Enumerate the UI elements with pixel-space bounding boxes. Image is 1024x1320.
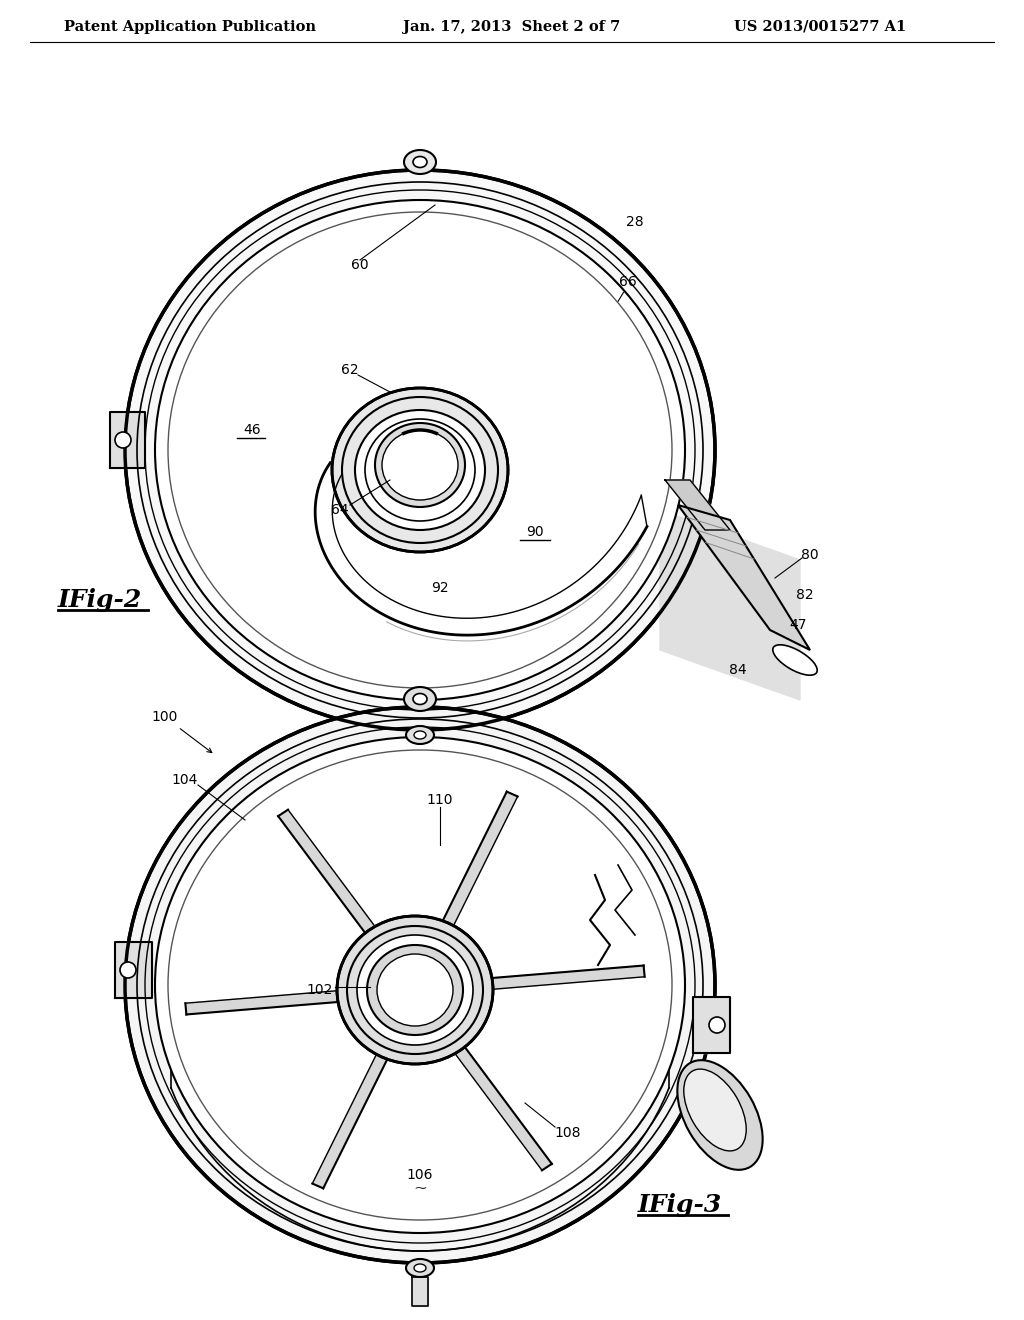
Text: 84: 84 (729, 663, 746, 677)
Polygon shape (439, 792, 518, 933)
Ellipse shape (125, 708, 715, 1263)
Text: 92: 92 (431, 581, 449, 595)
Polygon shape (412, 1276, 428, 1305)
Ellipse shape (355, 411, 485, 531)
Text: 90: 90 (526, 525, 544, 539)
Ellipse shape (709, 1016, 725, 1034)
Ellipse shape (375, 422, 465, 507)
Ellipse shape (684, 1069, 746, 1151)
Ellipse shape (413, 693, 427, 705)
Ellipse shape (125, 170, 715, 730)
Polygon shape (312, 1047, 391, 1188)
Ellipse shape (406, 726, 434, 744)
Ellipse shape (414, 1265, 426, 1272)
Ellipse shape (382, 430, 458, 500)
Ellipse shape (120, 962, 136, 978)
Ellipse shape (414, 731, 426, 739)
Ellipse shape (404, 150, 436, 174)
Text: 62: 62 (341, 363, 358, 378)
Polygon shape (185, 990, 346, 1015)
Ellipse shape (115, 432, 131, 447)
Ellipse shape (367, 945, 463, 1035)
Ellipse shape (337, 916, 493, 1064)
Polygon shape (665, 480, 730, 531)
Text: 80: 80 (801, 548, 819, 562)
Polygon shape (660, 510, 800, 700)
Ellipse shape (168, 750, 672, 1220)
Text: Jan. 17, 2013  Sheet 2 of 7: Jan. 17, 2013 Sheet 2 of 7 (403, 20, 621, 34)
Ellipse shape (773, 644, 817, 676)
Text: IFig-3: IFig-3 (638, 1193, 722, 1217)
Ellipse shape (677, 1060, 763, 1170)
Ellipse shape (168, 213, 672, 688)
Polygon shape (693, 997, 730, 1053)
Text: 104: 104 (172, 774, 199, 787)
Text: US 2013/0015277 A1: US 2013/0015277 A1 (734, 20, 906, 34)
Text: Patent Application Publication: Patent Application Publication (63, 20, 316, 34)
Polygon shape (110, 412, 145, 469)
Ellipse shape (404, 686, 436, 711)
Text: 60: 60 (351, 257, 369, 272)
Text: 106: 106 (407, 1168, 433, 1181)
Ellipse shape (332, 388, 508, 552)
Text: 110: 110 (427, 793, 454, 807)
Ellipse shape (406, 1259, 434, 1276)
Ellipse shape (155, 201, 685, 700)
Text: 66: 66 (620, 275, 637, 289)
Text: 64: 64 (331, 503, 349, 517)
Polygon shape (451, 1040, 552, 1171)
Polygon shape (279, 809, 380, 940)
Text: 47: 47 (790, 618, 807, 632)
Ellipse shape (155, 737, 685, 1233)
Text: 46: 46 (243, 422, 261, 437)
Text: ~: ~ (413, 1180, 427, 1196)
Polygon shape (678, 506, 810, 649)
Polygon shape (115, 942, 152, 998)
Text: 82: 82 (797, 587, 814, 602)
Polygon shape (484, 965, 645, 990)
Text: IFig-2: IFig-2 (58, 587, 142, 612)
Ellipse shape (357, 935, 473, 1045)
Text: 108: 108 (555, 1126, 582, 1140)
Text: 102: 102 (307, 983, 333, 997)
Text: 100: 100 (152, 710, 178, 723)
Ellipse shape (377, 954, 453, 1026)
Text: 28: 28 (627, 215, 644, 228)
Ellipse shape (413, 157, 427, 168)
